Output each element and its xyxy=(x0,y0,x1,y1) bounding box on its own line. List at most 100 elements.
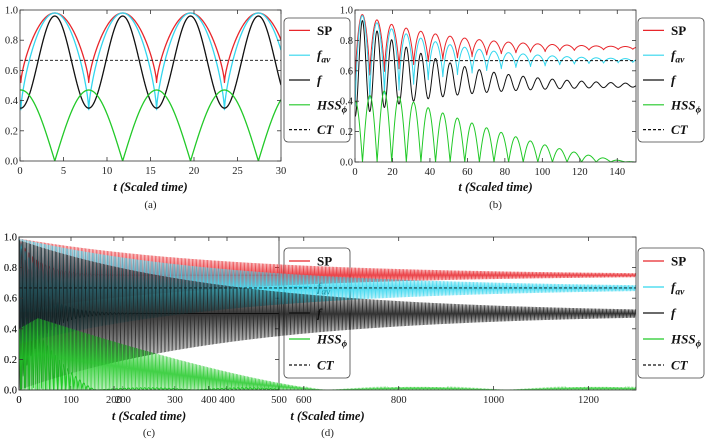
x-tick-label: 100 xyxy=(63,395,79,406)
y-tick-label: 0.0 xyxy=(4,386,17,397)
x-tick-label: 300 xyxy=(167,395,183,406)
chart-panel-a: 0 5 10 15 20 25 30 0.0 0.2 0.4 0.6 0.8 1.0 t (Scaled … xyxy=(5,6,351,211)
legend-label: f xyxy=(671,73,677,88)
legend-label: SP xyxy=(671,254,686,269)
y-tick-label: 1.0 xyxy=(340,6,353,17)
x-tick-label: 20 xyxy=(387,167,398,178)
plot-area xyxy=(20,12,281,161)
y-tick-label: 0.8 xyxy=(4,263,17,274)
x-tick-label: 1200 xyxy=(578,395,599,406)
legend-label: CT xyxy=(317,358,335,373)
y-tick-label: 0.8 xyxy=(4,263,17,274)
x-tick-label: 0 xyxy=(16,395,21,406)
legend-label: SP xyxy=(317,254,332,269)
legend-label: HSSϕ xyxy=(670,97,702,115)
series-f-av xyxy=(20,12,281,111)
x-tick-label: 500 xyxy=(271,395,287,406)
x-tick-label: 800 xyxy=(391,395,407,406)
plot-frame xyxy=(18,236,637,391)
y-tick-label: 0.6 xyxy=(4,294,17,305)
y-tick-label: 0.4 xyxy=(4,324,18,335)
y-tick-label: 0.6 xyxy=(340,66,353,77)
series-f xyxy=(20,15,281,109)
panel-caption: (c) xyxy=(143,427,156,439)
x-tick-label: 0 xyxy=(352,167,357,178)
y-tick-label: 1.0 xyxy=(5,6,18,17)
y-tick-label: 0.0 xyxy=(340,158,353,169)
panel-caption: (d) xyxy=(321,427,334,439)
legend-label: CT xyxy=(671,122,689,137)
legend: SP fav f HSSϕ CT xyxy=(637,17,705,143)
legend-label: HSSϕ xyxy=(316,332,348,350)
panel-caption: (a) xyxy=(144,199,157,211)
x-tick-label: 400 xyxy=(219,395,235,406)
y-tick-label: 0.4 xyxy=(340,97,354,108)
legend-label: fav xyxy=(671,280,685,298)
y-tick-label: 0.2 xyxy=(4,355,17,366)
x-tick-label: 15 xyxy=(145,166,156,177)
y-tick-label: 0.2 xyxy=(4,355,17,366)
x-tick-label: 100 xyxy=(534,167,550,178)
x-tick-label: 40 xyxy=(425,167,436,178)
series-sp xyxy=(355,14,636,81)
x-tick-label: 60 xyxy=(462,167,473,178)
x-axis-label: t (Scaled time) xyxy=(112,409,186,423)
x-tick-label: 400 xyxy=(201,395,217,406)
y-tick-label: 0.2 xyxy=(5,126,18,137)
x-axis-label: t (Scaled time) xyxy=(458,180,532,194)
legend: SP fav f HSSϕ CT xyxy=(637,247,705,379)
x-tick-label: 25 xyxy=(232,166,243,177)
legend-label: SP xyxy=(317,23,332,38)
y-tick-label: 0.8 xyxy=(340,36,353,47)
legend-label: CT xyxy=(671,358,689,373)
chart-panel-d: 0 200 400 600 800 1000 1200 0.0 0.2 0.4 0.6 0.8 1.0 t… xyxy=(4,233,705,439)
x-tick-label: 140 xyxy=(609,167,625,178)
x-axis-label: t (Scaled time) xyxy=(113,180,187,194)
x-tick-label: 0 xyxy=(17,166,22,177)
x-axis-label: t (Scaled time) xyxy=(290,409,364,423)
y-tick-label: 0.4 xyxy=(4,324,18,335)
plot-area xyxy=(19,238,636,390)
x-tick-label: 600 xyxy=(296,395,312,406)
legend-label: SP xyxy=(671,23,686,38)
legend-label: fav xyxy=(671,48,685,66)
x-tick-label: 200 xyxy=(106,395,122,406)
x-tick-label: 30 xyxy=(276,166,287,177)
y-tick-label: 0.6 xyxy=(4,294,17,305)
y-tick-label: 1.0 xyxy=(4,233,17,244)
legend-box xyxy=(637,17,705,143)
x-tick-label: 10 xyxy=(102,166,113,177)
x-tick-label: 20 xyxy=(189,166,200,177)
legend-label: CT xyxy=(317,122,335,137)
x-tick-label: 80 xyxy=(500,167,511,178)
y-tick-label: 0.8 xyxy=(5,36,18,47)
y-tick-label: 0.4 xyxy=(5,96,19,107)
legend-label: f xyxy=(671,306,677,321)
x-tick-label: 120 xyxy=(572,167,588,178)
legend-box xyxy=(283,17,351,143)
y-tick-label: 0.6 xyxy=(5,66,18,77)
y-tick-label: 0.0 xyxy=(5,157,18,168)
legend-label: HSSϕ xyxy=(670,332,702,350)
x-tick-label: 1000 xyxy=(483,395,504,406)
chart-panel-b: 0 20 40 60 80 100 120 140 0.0 0.2 0.4 0.6 0.8 1.0 t (S… xyxy=(340,6,705,211)
series-hss-phi xyxy=(20,89,281,161)
panel-caption: (b) xyxy=(489,199,502,211)
series-f-av xyxy=(355,15,636,107)
series-hss-phi xyxy=(355,90,636,162)
legend-label: f xyxy=(317,73,323,88)
x-tick-label: 200 xyxy=(115,395,131,406)
legend-label: HSSϕ xyxy=(316,97,348,115)
plot-area xyxy=(355,14,636,162)
series-f xyxy=(355,20,636,117)
series-sp xyxy=(20,12,281,84)
x-tick-label: 0 xyxy=(16,395,21,406)
plot-frame xyxy=(354,9,637,163)
series-f xyxy=(19,240,636,390)
legend-label: fav xyxy=(317,48,331,66)
x-tick-label: 5 xyxy=(61,166,66,177)
y-tick-label: 1.0 xyxy=(4,233,17,244)
y-tick-label: 0.2 xyxy=(340,127,353,138)
legend-box xyxy=(637,247,705,379)
